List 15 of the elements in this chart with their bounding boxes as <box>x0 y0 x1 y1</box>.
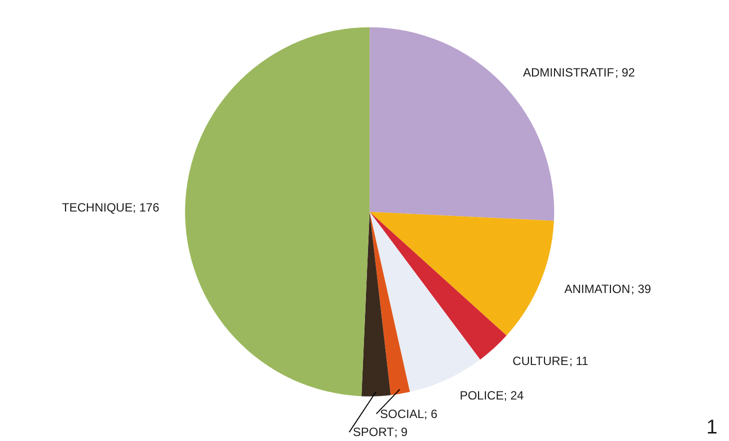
data-label: ; 39 <box>631 282 652 296</box>
data-label: ; 11 <box>569 354 589 368</box>
data-label: ; 6 <box>424 406 438 421</box>
data-label: ; 24 <box>504 388 524 402</box>
slice-label: ANIMATION <box>564 282 630 296</box>
slice-label: POLICE <box>460 388 504 402</box>
slice-label: CULTURE <box>512 354 568 368</box>
text: 1 <box>706 416 718 438</box>
slice-label: ADMINISTRATIF <box>522 65 614 80</box>
slice-label: TECHNIQUE <box>62 200 133 214</box>
slice-label: SPORT <box>352 425 395 440</box>
slice-label: SOCIAL <box>380 406 424 421</box>
data-label: ; 176 <box>132 200 160 214</box>
data-label: ; 9 <box>394 425 408 440</box>
data-label: ; 92 <box>614 65 636 80</box>
